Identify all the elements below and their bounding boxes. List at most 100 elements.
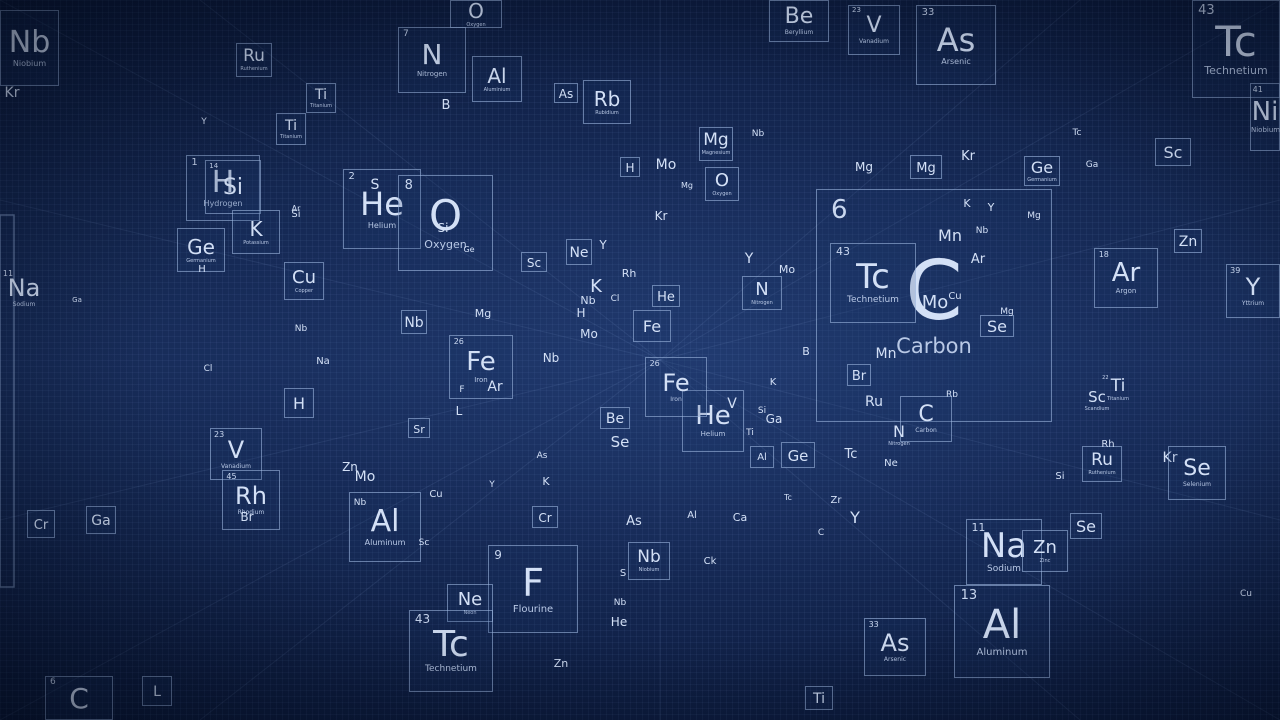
element-symbol: Ga [1085,159,1099,170]
element-tile: F [455,383,469,397]
element-symbol: Br [851,368,867,384]
element-name: Aluminum [364,537,406,547]
element-number: 22 [1102,374,1109,381]
element-tile: Ga [70,294,84,306]
element-symbol: Y [599,238,607,252]
element-symbol: H [576,306,586,320]
element-name: Yttrium [1241,300,1265,308]
element-tile: K [958,196,976,210]
element-name: Nitrogen [888,440,910,447]
element-tile: Ca [729,508,751,526]
element-tile: 7 N Nitrogen [398,27,466,93]
element-symbol: H [625,161,635,175]
element-tile: Mg [848,155,880,179]
element-tile: Zn [549,654,573,672]
element-name: Titanium [310,102,332,109]
element-tile: B [797,344,815,358]
element-symbol: Si [1055,471,1065,482]
element-tile: K Potassium [232,210,280,254]
element-tile: Tc [1066,125,1088,141]
element-name: Nitrogen [416,70,448,79]
element-symbol: As [626,513,642,529]
element-tile: B [432,92,460,118]
element-tile: Kr [0,84,24,102]
element-tile: Y [840,506,870,530]
element-symbol: He [657,289,675,305]
element-tile: As [533,449,551,463]
element-tile: Al Aluminium [472,56,522,102]
element-symbol: Nb [8,24,51,60]
element-number: 45 [226,471,237,481]
element-symbol: Ga [765,412,783,426]
element-name: Niobium [1251,126,1280,135]
element-symbol: Mo [655,157,677,173]
element-name: Zinc [1039,557,1051,564]
element-symbol: Kr [4,85,20,101]
element-symbol: Mn [938,226,962,245]
element-symbol: Nb [637,547,661,568]
element-tile: Rb Rubidium [583,80,631,124]
element-tile: Sc [1155,138,1191,166]
element-name: Flourine [512,603,554,615]
element-tile: Ru Ruthenium [236,43,272,77]
element-tile: S [364,175,386,195]
element-tile: 9 F Flourine [488,545,578,633]
element-tile: O Oxygen [450,0,502,28]
element-symbol: Nb [353,497,367,508]
element-tile: Ge [461,244,477,256]
element-symbol: Zr [830,495,842,506]
element-symbol: Zn [1178,234,1198,250]
element-symbol: Be [605,411,625,427]
element-tile: Nb [401,310,427,334]
element-number: 43 [414,612,431,627]
element-symbol: Ge [787,446,809,465]
element-tile: Cu [426,488,446,502]
element-tile: Nb Niobium [0,10,59,86]
element-symbol: Cr [33,517,49,533]
element-symbol: Ar [487,379,503,395]
element-symbol: Tc [1072,127,1082,138]
element-tile: Ne [566,239,592,265]
element-symbol: Sc [1088,388,1106,407]
element-tile: Br [847,364,871,386]
element-tile: 26 Fe Iron [645,357,707,417]
element-tile: 33 As Arsenic [916,5,996,85]
element-tile: Y [195,114,213,130]
element-symbol: N [421,38,443,72]
element-tile: Rh [1098,438,1118,452]
element-symbol: Tc [844,446,858,462]
element-number: 26 [453,336,464,346]
element-symbol: H [198,264,206,275]
element-symbol: Sc [1163,143,1183,162]
element-name: Aluminium [483,86,511,93]
element-tile: Al [682,508,702,524]
element-tile: Ti [740,426,760,440]
element-tile: Mn [930,225,970,247]
element-tile: Sc [521,252,547,272]
element-symbol: Sc [418,537,430,548]
element-tile: Be [600,407,630,429]
element-symbol: Cl [203,363,213,374]
element-symbol: Mn [875,346,897,362]
element-symbol: Al [757,452,767,463]
element-symbol: F [522,560,544,605]
element-symbol: Nb [294,323,308,334]
element-tile: Nb [538,348,564,368]
element-symbol: Br [240,510,254,524]
element-tile: L [449,402,469,420]
element-tile: Se Selenium [1168,446,1226,500]
element-symbol: As [536,450,548,461]
element-number: 39 [1230,265,1241,275]
element-symbol: Y [987,200,995,214]
element-tile: Mg Magnesium [699,127,733,161]
element-tile: Tc [838,444,864,464]
element-symbol: Cl [610,293,620,304]
element-symbol: B [441,97,451,113]
element-tile: K [536,473,556,489]
element-tile: Si [432,220,454,236]
element-symbol: As [558,87,574,101]
element-tile: 23 V Vanadium [848,5,900,55]
element-symbol: Se [1183,456,1211,482]
element-tile: K [765,376,781,390]
